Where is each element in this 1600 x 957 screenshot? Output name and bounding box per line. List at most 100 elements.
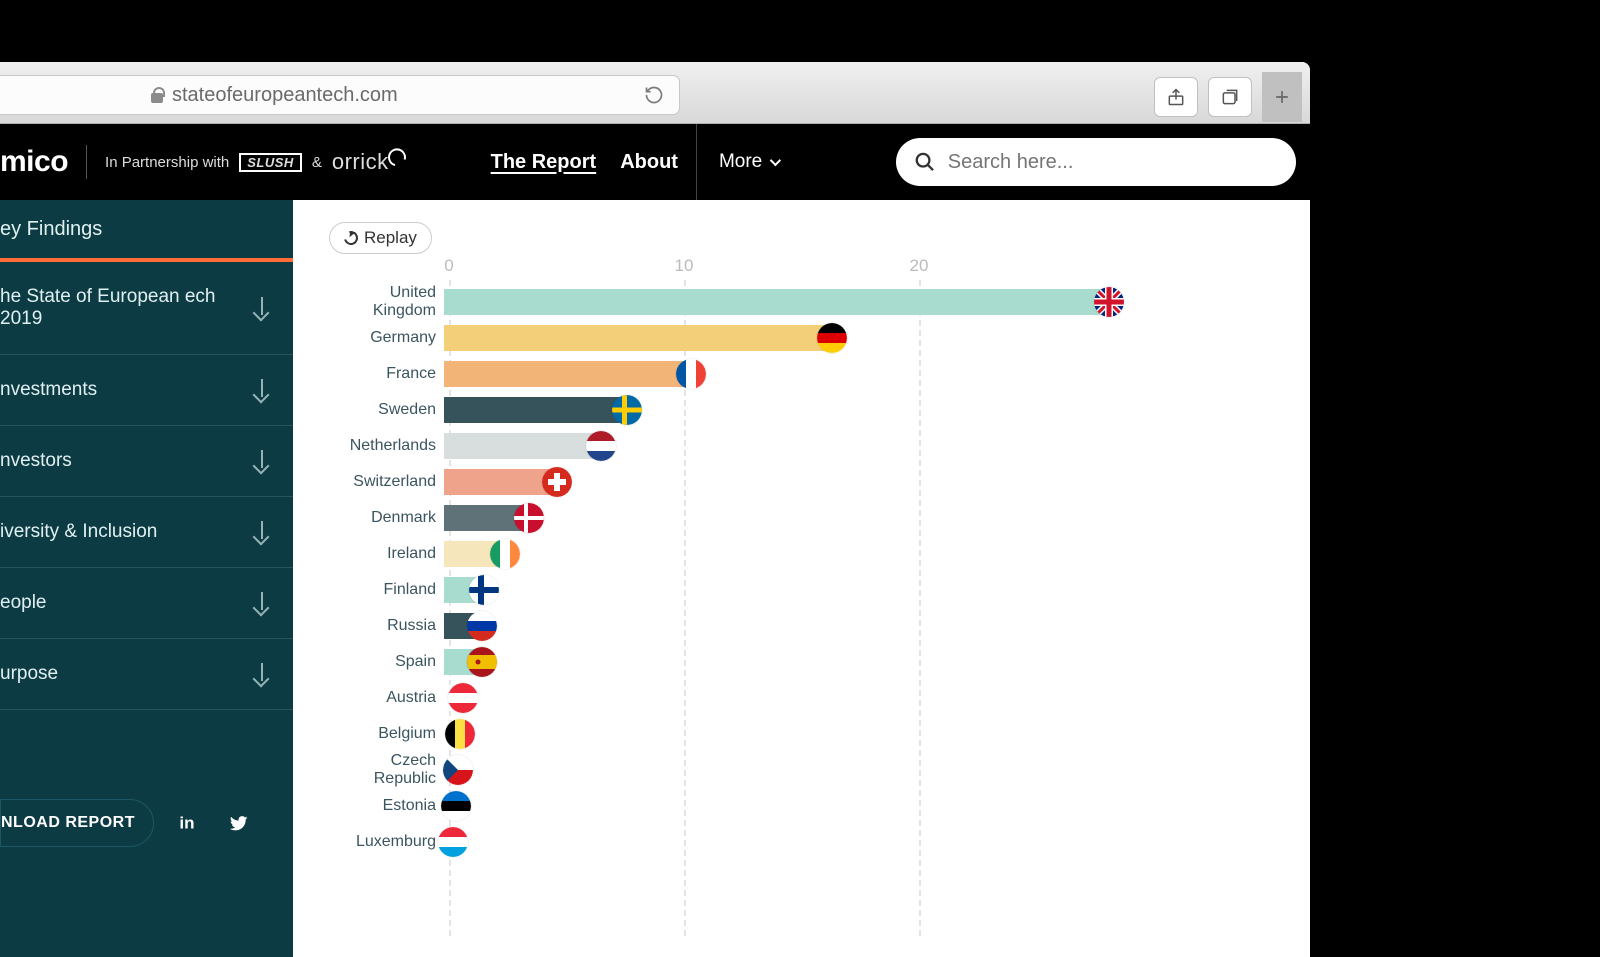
browser-toolbar: stateofeuropeantech.com <box>0 62 1310 124</box>
row-label: Sweden <box>329 401 444 419</box>
chart-row: Estonia <box>329 788 1280 824</box>
x-tick-label: 0 <box>444 256 453 276</box>
row-label: Czech Republic <box>329 752 444 788</box>
browser-window: stateofeuropeantech.com <box>0 62 1310 957</box>
sidebar-item-label: eople <box>0 592 47 614</box>
sidebar-item-label: nvestments <box>0 379 97 401</box>
logo-area[interactable]: mico <box>0 145 68 179</box>
flag-icon <box>542 467 572 497</box>
sidebar-item-3[interactable]: iversity & Inclusion <box>0 497 293 568</box>
replay-button[interactable]: Replay <box>329 222 432 254</box>
flag-icon <box>441 791 471 821</box>
nav-about[interactable]: About <box>620 151 678 174</box>
chart-row: Czech Republic <box>329 752 1280 788</box>
bar-track <box>444 613 1280 639</box>
chart-row: Sweden <box>329 392 1280 428</box>
chevron-down-icon <box>770 155 781 166</box>
url-bar[interactable]: stateofeuropeantech.com <box>0 75 680 115</box>
amp: & <box>312 154 322 171</box>
row-label: Germany <box>329 329 444 347</box>
flag-icon <box>469 575 499 605</box>
lock-icon <box>150 87 164 103</box>
sidebar-item-4[interactable]: eople <box>0 568 293 639</box>
sidebar-item-0[interactable]: he State of European ech 2019 <box>0 262 293 355</box>
bar-track <box>444 757 1280 783</box>
bar-track <box>444 325 1280 351</box>
tabs-button[interactable] <box>1208 77 1252 117</box>
chart-row: Finland <box>329 572 1280 608</box>
partnership-label: In Partnership with SLUSH & orrick <box>105 149 411 175</box>
chart-row: United Kingdom <box>329 284 1280 320</box>
row-label: Austria <box>329 689 444 707</box>
sidebar-item-2[interactable]: nvestors <box>0 426 293 497</box>
flag-icon <box>448 683 478 713</box>
sidebar-item-label: he State of European ech 2019 <box>0 286 255 330</box>
search-pill[interactable] <box>896 138 1296 186</box>
bar-track <box>444 289 1280 315</box>
logo-text: mico <box>0 145 68 179</box>
download-report-button[interactable]: NLOAD REPORT <box>0 799 154 847</box>
linkedin-button[interactable]: in <box>168 804 206 842</box>
svg-text:in: in <box>179 814 194 833</box>
sidebar-top[interactable]: ey Findings <box>0 200 293 262</box>
row-label: Switzerland <box>329 473 444 491</box>
row-label: Estonia <box>329 797 444 815</box>
row-label: Denmark <box>329 509 444 527</box>
flag-icon <box>438 827 468 857</box>
share-button[interactable] <box>1154 77 1198 117</box>
sidebar-item-1[interactable]: nvestments <box>0 355 293 426</box>
bar-track <box>444 685 1280 711</box>
twitter-button[interactable] <box>220 804 258 842</box>
bar-track <box>444 433 1280 459</box>
row-label: Russia <box>329 617 444 635</box>
partner-orrick: orrick <box>332 149 411 175</box>
page: mico In Partnership with SLUSH & orrick … <box>0 124 1310 957</box>
bar <box>444 433 601 459</box>
row-label: Belgium <box>329 725 444 743</box>
flag-icon <box>817 323 847 353</box>
arrow-down-icon <box>255 663 269 685</box>
bar <box>444 469 557 495</box>
site-header: mico In Partnership with SLUSH & orrick … <box>0 124 1310 200</box>
arrow-down-icon <box>255 297 269 319</box>
sidebar-footer: NLOAD REPORT in <box>0 799 293 847</box>
bar-track <box>444 397 1280 423</box>
row-label: Ireland <box>329 545 444 563</box>
toolbar-right <box>1154 72 1302 122</box>
main-content: Replay 01020 United KingdomGermanyFrance… <box>293 200 1310 957</box>
bar-track <box>444 469 1280 495</box>
row-label: Spain <box>329 653 444 671</box>
bar-track <box>444 721 1280 747</box>
chart-row: Ireland <box>329 536 1280 572</box>
row-label: Finland <box>329 581 444 599</box>
nav-report[interactable]: The Report <box>491 151 597 174</box>
new-tab-button[interactable] <box>1262 72 1302 122</box>
chart-row: Germany <box>329 320 1280 356</box>
chart-row: Switzerland <box>329 464 1280 500</box>
chart-row: Austria <box>329 680 1280 716</box>
x-tick-label: 10 <box>675 256 694 276</box>
flag-icon <box>586 431 616 461</box>
sidebar-item-label: nvestors <box>0 450 72 472</box>
arrow-down-icon <box>255 592 269 614</box>
flag-icon <box>443 755 473 785</box>
content-wrap: ey Findings he State of European ech 201… <box>0 200 1310 957</box>
sidebar-item-5[interactable]: urpose <box>0 639 293 710</box>
bar-chart: 01020 United KingdomGermanyFranceSwedenN… <box>329 256 1280 936</box>
download-label: NLOAD REPORT <box>1 814 135 831</box>
nav-more[interactable]: More <box>696 124 800 200</box>
bar-track <box>444 829 1280 855</box>
partnership-text: In Partnership with <box>105 154 229 171</box>
flag-icon <box>467 611 497 641</box>
chart-row: Russia <box>329 608 1280 644</box>
chart-row: Spain <box>329 644 1280 680</box>
reload-button[interactable] <box>643 84 665 106</box>
arrow-down-icon <box>255 379 269 401</box>
search-input[interactable] <box>948 151 1278 174</box>
chart-row: Luxemburg <box>329 824 1280 860</box>
flag-icon <box>514 503 544 533</box>
chart-row: Belgium <box>329 716 1280 752</box>
chart-row: Netherlands <box>329 428 1280 464</box>
bar <box>444 325 832 351</box>
sidebar: ey Findings he State of European ech 201… <box>0 200 293 957</box>
